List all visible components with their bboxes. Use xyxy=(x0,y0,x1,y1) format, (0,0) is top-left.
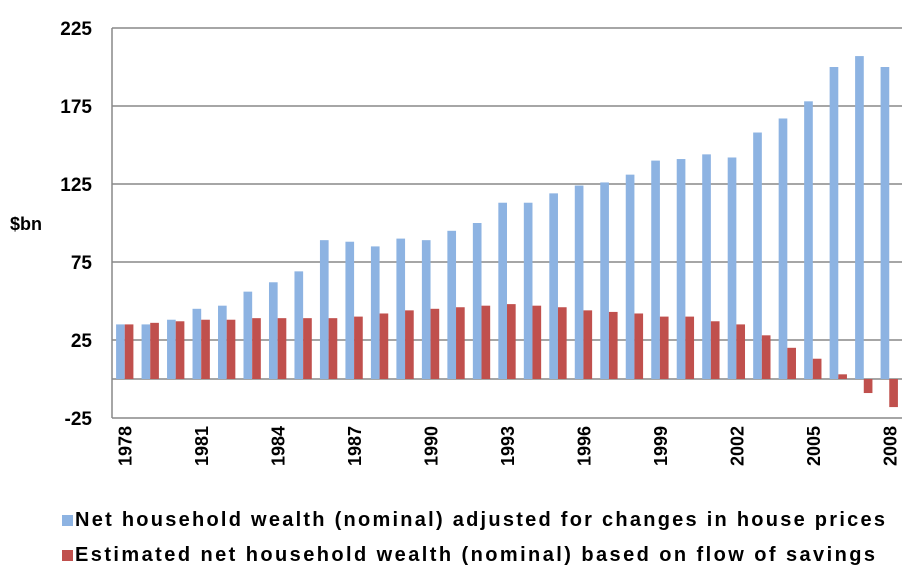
bar xyxy=(396,238,406,379)
x-tick-label: 2002 xyxy=(727,426,747,466)
bar xyxy=(192,308,202,379)
legend-swatch xyxy=(62,515,73,526)
legend-label: Estimated net household wealth (nominal)… xyxy=(75,544,875,566)
y-tick-label: 75 xyxy=(71,253,93,274)
bar xyxy=(268,282,278,379)
bar xyxy=(328,318,338,379)
bar xyxy=(150,322,159,379)
bar xyxy=(753,132,762,379)
bar xyxy=(379,313,389,379)
bar xyxy=(778,118,788,379)
x-tick-label: 1984 xyxy=(269,426,289,466)
bar xyxy=(201,319,210,379)
bar xyxy=(710,321,720,379)
y-tick-label: 125 xyxy=(60,175,92,196)
bar xyxy=(124,324,134,379)
bar xyxy=(583,310,593,379)
bar xyxy=(685,316,695,379)
bar xyxy=(175,321,185,379)
bar xyxy=(829,67,839,379)
x-tick-label: 1996 xyxy=(574,426,594,466)
bar xyxy=(167,319,176,379)
bar xyxy=(481,305,491,379)
bar xyxy=(218,305,227,379)
bar xyxy=(727,157,737,379)
bar xyxy=(243,291,253,379)
y-tick-label: 225 xyxy=(60,19,92,40)
x-tick-label: 2005 xyxy=(804,426,824,466)
bar xyxy=(574,185,584,379)
bar xyxy=(855,56,864,380)
bar xyxy=(252,318,261,379)
x-tick-label: 2008 xyxy=(880,426,900,466)
bar xyxy=(294,271,304,379)
bar xyxy=(804,101,813,379)
bar xyxy=(319,240,329,379)
bar xyxy=(863,379,873,394)
x-tick-label: 1993 xyxy=(498,426,518,466)
x-tick-label: 1999 xyxy=(651,426,671,466)
bar xyxy=(889,379,898,408)
y-tick-label: 25 xyxy=(71,331,93,352)
legend-label: Net household wealth (nominal) adjusted … xyxy=(75,509,885,531)
bar xyxy=(116,324,125,379)
x-tick-label: 1987 xyxy=(345,426,365,466)
bar xyxy=(761,335,771,379)
bar xyxy=(659,316,669,379)
bar xyxy=(880,67,890,379)
bar xyxy=(354,316,363,379)
bar xyxy=(676,159,686,379)
bar xyxy=(787,347,796,379)
bar xyxy=(523,202,533,379)
bar xyxy=(600,182,609,379)
bar xyxy=(370,246,380,379)
bar xyxy=(651,160,660,379)
y-tick-label: 175 xyxy=(60,97,92,118)
bar xyxy=(226,319,236,379)
y-tick-label: -25 xyxy=(65,409,93,430)
bar xyxy=(625,174,635,379)
bar xyxy=(557,307,567,379)
bar xyxy=(456,307,465,379)
bar xyxy=(303,318,312,379)
bar xyxy=(549,193,558,379)
x-tick-label: 1981 xyxy=(192,426,212,466)
bar xyxy=(421,240,431,379)
bar xyxy=(472,223,482,379)
bar xyxy=(430,308,440,379)
x-tick-label: 1978 xyxy=(116,426,136,466)
bar xyxy=(405,310,414,379)
x-tick-label: 1990 xyxy=(422,426,442,466)
bar xyxy=(345,241,355,379)
bar xyxy=(447,230,457,379)
y-axis-label: $bn xyxy=(10,214,42,234)
bar xyxy=(702,154,711,379)
bar xyxy=(532,305,542,379)
bar xyxy=(608,311,618,379)
bar xyxy=(838,374,847,379)
bar xyxy=(277,318,287,379)
bar xyxy=(634,313,644,379)
bar xyxy=(498,202,507,379)
bar xyxy=(812,358,822,379)
bar xyxy=(736,324,746,379)
bar xyxy=(507,304,516,379)
bar xyxy=(141,324,151,379)
legend-swatch xyxy=(62,550,73,561)
